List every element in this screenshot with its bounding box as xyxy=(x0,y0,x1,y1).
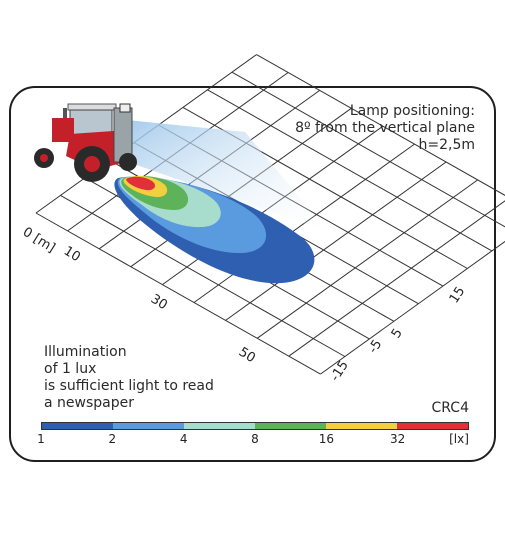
scale-label: [lx] xyxy=(449,432,469,446)
distance-label-0: 0 [m] xyxy=(20,225,58,256)
lamp-note-line-3: h=2,5m xyxy=(418,137,475,153)
scale-label: 8 xyxy=(251,432,259,446)
scale-segment xyxy=(113,423,184,429)
scale-label: 16 xyxy=(318,432,334,446)
grid-line-distance xyxy=(256,179,478,339)
scale-label: 2 xyxy=(108,432,117,446)
tractor-icon xyxy=(34,103,137,182)
grid-line-lateral xyxy=(231,71,505,228)
zone-32-lux xyxy=(126,176,156,191)
illumination-note-line-2: of 1 lux xyxy=(44,361,97,377)
lamp-note-line-1: Lamp positioning: xyxy=(349,103,475,119)
grid-line-distance xyxy=(288,200,505,357)
lux-color-scale xyxy=(41,422,469,430)
diagram-frame xyxy=(9,86,496,462)
illumination-note: Illumination of 1 lux is sufficient ligh… xyxy=(44,344,214,412)
lateral-label-5: 5 xyxy=(389,326,406,341)
scale-label: 1 xyxy=(37,432,45,446)
scale-segment xyxy=(184,423,255,429)
illumination-note-line-3: is sufficient light to read xyxy=(44,378,214,394)
grid-line-lateral xyxy=(60,194,346,357)
grid-line-lateral xyxy=(207,89,493,252)
scale-segment xyxy=(42,423,113,429)
illumination-note-line-1: Illumination xyxy=(44,344,127,360)
lamp-positioning-note: Lamp positioning: 8º from the vertical p… xyxy=(295,103,475,154)
distance-label-30: 30 xyxy=(148,292,170,313)
light-cone xyxy=(127,120,328,232)
scale-label: 32 xyxy=(390,432,406,446)
scale-label: 4 xyxy=(179,432,188,446)
grid-line-lateral xyxy=(35,212,321,375)
distance-label-10: 10 xyxy=(61,244,83,265)
lateral-label-minus-15: -15 xyxy=(328,358,352,384)
isolux-zones xyxy=(114,175,315,284)
model-label: CRC4 xyxy=(431,400,470,416)
lateral-label-15: 15 xyxy=(447,284,469,306)
scale-segment xyxy=(255,423,326,429)
grid-line-lateral xyxy=(256,54,505,196)
scale-segment xyxy=(326,423,397,429)
illumination-note-line-4: a newspaper xyxy=(44,395,134,411)
lamp-note-line-2: 8º from the vertical plane xyxy=(295,120,475,136)
scale-segment xyxy=(397,423,468,429)
grid-line-distance xyxy=(225,161,447,321)
grid-line-distance xyxy=(320,240,505,375)
distance-label-50: 50 xyxy=(236,345,258,366)
